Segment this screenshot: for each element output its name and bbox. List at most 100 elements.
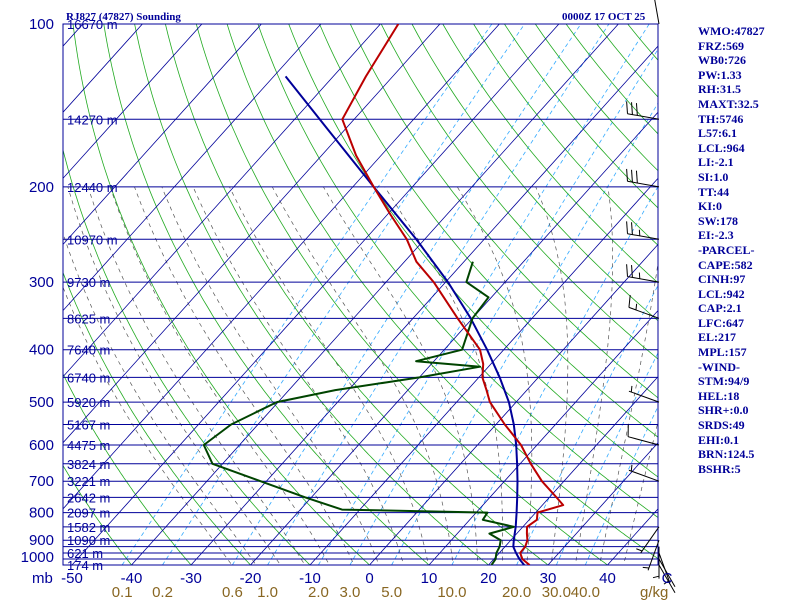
sounding-index: BSHR:5 xyxy=(698,461,741,476)
wind-barb xyxy=(658,564,676,593)
height-label: 14270 m xyxy=(67,112,118,127)
plot-frame xyxy=(62,23,659,566)
isotherm-line xyxy=(369,243,658,565)
moist-adiabat-line xyxy=(109,186,330,565)
isotherm-line xyxy=(428,309,658,565)
pressure-tick-label: 600 xyxy=(29,437,54,454)
sounding-index: CAPE:582 xyxy=(698,257,753,272)
temperature-tick-label: 40 xyxy=(599,570,616,587)
sounding-index: BRN:124.5 xyxy=(698,447,755,462)
height-label: 8625 m xyxy=(67,311,110,326)
sounding-index: CINH:97 xyxy=(698,272,746,287)
wind-barb xyxy=(636,526,660,554)
sounding-index: STM:94/9 xyxy=(698,374,750,389)
height-label: 10970 m xyxy=(67,232,118,247)
dry-adiabat-line xyxy=(319,24,658,438)
sounding-index: EHI:0.1 xyxy=(698,432,740,447)
pressure-tick-label: 200 xyxy=(29,179,54,196)
dry-adiabat-line xyxy=(63,464,132,565)
pressure-tick-label: 700 xyxy=(29,473,54,490)
pressure-tick-label: 100 xyxy=(29,16,54,33)
pressure-tick-label: 1000 xyxy=(21,549,54,566)
sounding-index: EI:-2.3 xyxy=(698,228,734,243)
moist-adiabat-line xyxy=(67,186,281,565)
wind-barb xyxy=(652,546,660,579)
isotherm-line xyxy=(63,24,322,312)
moist-adiabat-line xyxy=(599,261,658,565)
temperature-tick-label: 20 xyxy=(480,570,497,587)
wind-barb xyxy=(626,168,660,188)
isotherm-line xyxy=(63,24,441,444)
dry-adiabat-line xyxy=(195,24,609,565)
moist-adiabat-line xyxy=(229,186,429,565)
pressure-tick-label: 900 xyxy=(29,532,54,549)
wind-barb xyxy=(626,264,660,283)
dry-adiabat-line xyxy=(134,24,490,565)
sounding-indices-panel: WMO:47827 FRZ:569 WB0:726 PW:1.33 RH:31.5 MAX… xyxy=(698,24,798,476)
wind-barb xyxy=(642,540,660,571)
sounding-index: LCL:942 xyxy=(698,286,745,301)
pressure-tick-label: 500 xyxy=(29,394,54,411)
height-label: 1582 m xyxy=(67,520,110,535)
temperature-tick-label: 10 xyxy=(421,570,438,587)
temperature-tick-label: -50 xyxy=(61,570,83,587)
wind-barb xyxy=(658,552,671,585)
sounding-index: -PARCEL- xyxy=(698,242,755,257)
dry-adiabat-line xyxy=(72,24,371,565)
isotherm-line xyxy=(131,24,619,565)
moist-adiabat-line xyxy=(63,232,257,565)
sounding-index: EL:217 xyxy=(698,330,737,345)
height-label: 2642 m xyxy=(67,490,110,505)
sounding-index: SI:1.0 xyxy=(698,169,729,184)
pressure-unit-label: mb xyxy=(32,570,53,587)
mixing-ratio-unit-label: g/kg xyxy=(640,584,668,600)
isotherm-line xyxy=(190,45,658,565)
isotherm-line xyxy=(309,177,658,565)
sounding-index: LCL:964 xyxy=(698,140,745,155)
dry-adiabat-line xyxy=(442,24,658,284)
height-label: 7640 m xyxy=(67,343,110,358)
dry-adiabat-line xyxy=(103,24,430,565)
mixing-ratio-tick-label: 1.0 xyxy=(257,584,278,600)
temperature-tick-label: -30 xyxy=(180,570,202,587)
mixing-ratio-tick-label: 0.1 xyxy=(112,584,133,600)
height-label: 174 m xyxy=(67,558,103,573)
height-label: 2097 m xyxy=(67,506,110,521)
pressure-tick-label: 300 xyxy=(29,274,54,291)
dry-adiabat-line xyxy=(226,24,658,560)
height-label: 3221 m xyxy=(67,474,110,489)
moist-adiabat-line xyxy=(323,186,479,565)
station-title: RJ827 (47827) Sounding xyxy=(66,11,181,23)
sounding-time: 0000Z 17 OCT 25 xyxy=(562,11,646,23)
sounding-index: KI:0 xyxy=(698,199,722,214)
sounding-index: LI:-2.1 xyxy=(698,155,734,170)
dry-adiabat-line xyxy=(380,24,658,360)
height-label: 9730 m xyxy=(67,275,110,290)
sounding-index: SW:178 xyxy=(698,213,739,228)
moist-adiabat-line xyxy=(134,186,355,565)
mixing-ratio-tick-label: 40.0 xyxy=(571,584,600,600)
sounding-index: FRZ:569 xyxy=(698,38,744,53)
moist-adiabat-line xyxy=(161,186,380,565)
wind-barb xyxy=(658,558,676,588)
dry-adiabat-line xyxy=(288,24,658,478)
mixing-ratio-tick-label: 2.0 xyxy=(308,584,329,600)
sounding-index: LFC:647 xyxy=(698,315,744,330)
dry-adiabat-line xyxy=(257,24,658,518)
isotherm-line xyxy=(547,442,658,565)
wind-barb xyxy=(654,0,660,25)
mixing-ratio-tick-label: 20.0 xyxy=(502,584,531,600)
isotherm-line xyxy=(250,111,658,565)
height-label: 16670 m xyxy=(67,17,118,32)
isotherm-line xyxy=(63,24,262,246)
isotherm-line xyxy=(488,376,658,565)
isotherms xyxy=(63,24,658,565)
wind-barb xyxy=(627,424,660,446)
wind-barb xyxy=(628,295,660,319)
moist-adiabat-line xyxy=(574,186,613,565)
sounding-index: TT:44 xyxy=(698,184,730,199)
sounding-index: WB0:726 xyxy=(698,53,746,68)
moist-adiabat-line xyxy=(623,420,658,565)
